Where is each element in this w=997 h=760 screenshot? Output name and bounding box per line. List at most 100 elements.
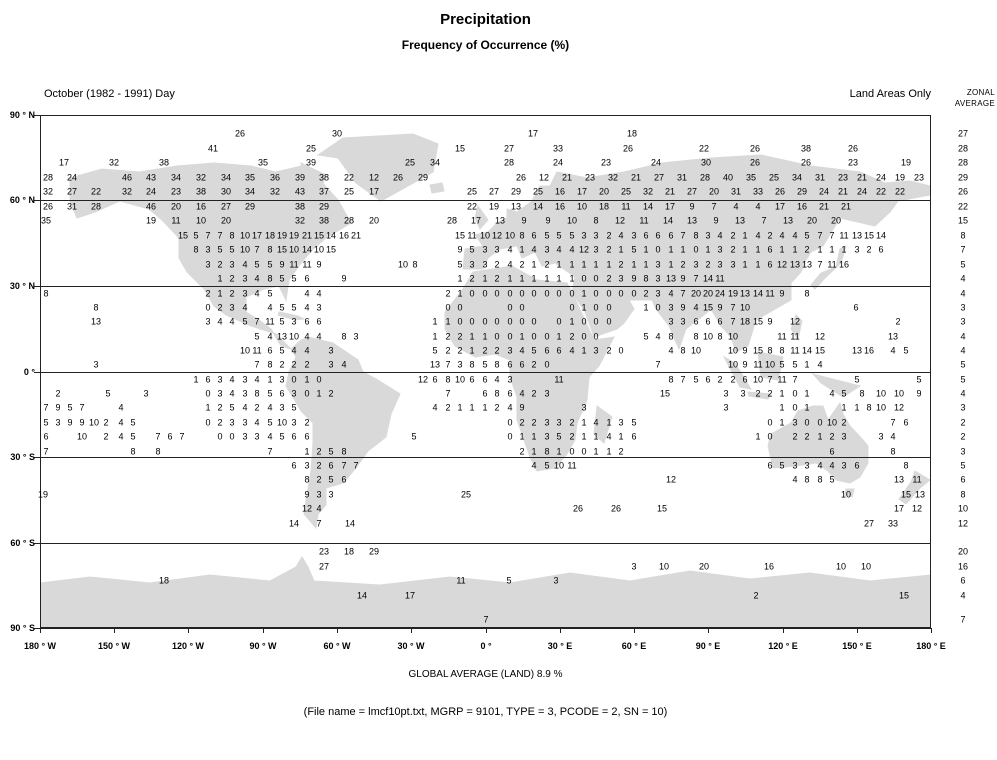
grid-value: 1	[482, 273, 488, 284]
grid-value: 3	[229, 302, 235, 313]
grid-value: 14	[662, 215, 674, 226]
grid-value: 0	[569, 288, 575, 299]
grid-value: 29	[318, 201, 330, 212]
grid-value: 3	[316, 489, 322, 500]
zonal-average-value: 8	[960, 489, 966, 500]
grid-value: 1	[643, 244, 649, 255]
grid-value: 7	[655, 359, 661, 370]
grid-value: 18	[598, 201, 610, 212]
grid-value: 26	[392, 172, 404, 183]
grid-value: 3	[668, 302, 674, 313]
grid-value: 11	[302, 259, 312, 270]
grid-value: 3	[618, 273, 624, 284]
x-axis-label: 60 ° E	[621, 641, 647, 651]
grid-value: 26	[622, 143, 634, 154]
grid-value: 0	[205, 417, 211, 428]
grid-value: 6	[693, 316, 699, 327]
grid-value: 1	[606, 417, 612, 428]
grid-value: 29	[796, 186, 808, 197]
grid-value: 4	[693, 302, 699, 313]
grid-value: 13	[914, 489, 926, 500]
grid-value: 8	[494, 388, 500, 399]
grid-value: 8	[544, 446, 550, 457]
grid-value: 5	[279, 316, 285, 327]
grid-value: 3	[655, 273, 661, 284]
grid-value: 18	[264, 230, 276, 241]
madagascar-landmass	[593, 405, 613, 444]
grid-value: 1	[680, 244, 686, 255]
grid-value: 13	[510, 201, 522, 212]
grid-value: 2	[841, 417, 847, 428]
grid-value: 5	[556, 431, 562, 442]
grid-value: 6	[205, 374, 211, 385]
grid-value: 38	[318, 172, 330, 183]
grid-value: 7	[483, 614, 489, 625]
grid-value: 0	[544, 288, 550, 299]
grid-value: 27	[318, 561, 330, 572]
grid-value: 6	[767, 259, 773, 270]
grid-value: 5	[254, 331, 260, 342]
grid-value: 18	[739, 316, 751, 327]
grid-value: 14	[752, 288, 764, 299]
grid-value: 3	[544, 388, 550, 399]
grid-value: 5	[903, 345, 909, 356]
grid-value: 8	[890, 446, 896, 457]
grid-value: 24	[818, 186, 830, 197]
y-axis-label: 90 ° S	[10, 623, 35, 633]
grid-value: 2	[494, 259, 500, 270]
grid-value: 1	[742, 230, 748, 241]
grid-value: 12	[301, 503, 313, 514]
grid-value: 29	[368, 546, 380, 557]
grid-value: 1	[469, 402, 475, 413]
grid-value: 3	[328, 489, 334, 500]
grid-value: 4	[267, 402, 273, 413]
x-axis-tick	[486, 628, 487, 633]
grid-value: 2	[469, 273, 475, 284]
grid-value: 5	[829, 474, 835, 485]
grid-value: 19	[37, 489, 49, 500]
grid-value: 3	[854, 244, 860, 255]
grid-value: 2	[717, 374, 723, 385]
grid-value: 2	[753, 590, 759, 601]
grid-value: 0	[507, 288, 513, 299]
grid-value: 7	[680, 374, 686, 385]
grid-value: 27	[220, 201, 232, 212]
zonal-average-value: 2	[960, 431, 966, 442]
grid-value: 22	[698, 143, 710, 154]
grid-value: 27	[863, 518, 875, 529]
grid-value: 2	[730, 230, 736, 241]
grid-value: 7	[155, 431, 161, 442]
grid-value: 11	[265, 316, 275, 327]
grid-value: 4	[229, 316, 235, 327]
grid-value: 1	[841, 244, 847, 255]
grid-value: 4	[890, 431, 896, 442]
grid-value: 4	[304, 288, 310, 299]
grid-value: 3	[469, 259, 475, 270]
grid-value: 13	[851, 345, 863, 356]
grid-value: 4	[655, 331, 661, 342]
grid-value: 6	[291, 431, 297, 442]
grid-value: 4	[267, 302, 273, 313]
chart-subtitle: Frequency of Occurrence (%)	[401, 38, 570, 52]
grid-value: 2	[279, 359, 285, 370]
grid-value: 0	[544, 359, 550, 370]
grid-value: 8	[859, 388, 865, 399]
y-axis-tick	[34, 286, 40, 287]
grid-value: 1	[519, 331, 525, 342]
grid-value: 2	[569, 331, 575, 342]
grid-value: 21	[630, 172, 642, 183]
grid-value: 9	[631, 273, 637, 284]
zonal-average-value: 4	[960, 288, 966, 299]
grid-value: 9	[304, 489, 310, 500]
grid-value: 8	[767, 345, 773, 356]
grid-value: 1	[432, 331, 438, 342]
grid-value: 6	[705, 374, 711, 385]
grid-value: 34	[170, 172, 182, 183]
grid-value: 23	[318, 546, 330, 557]
grid-value: 27	[686, 186, 698, 197]
grid-value: 11	[289, 259, 299, 270]
grid-value: 0	[593, 316, 599, 327]
grid-value: 1	[841, 402, 847, 413]
grid-value: 11	[790, 331, 800, 342]
grid-value: 1	[804, 388, 810, 399]
